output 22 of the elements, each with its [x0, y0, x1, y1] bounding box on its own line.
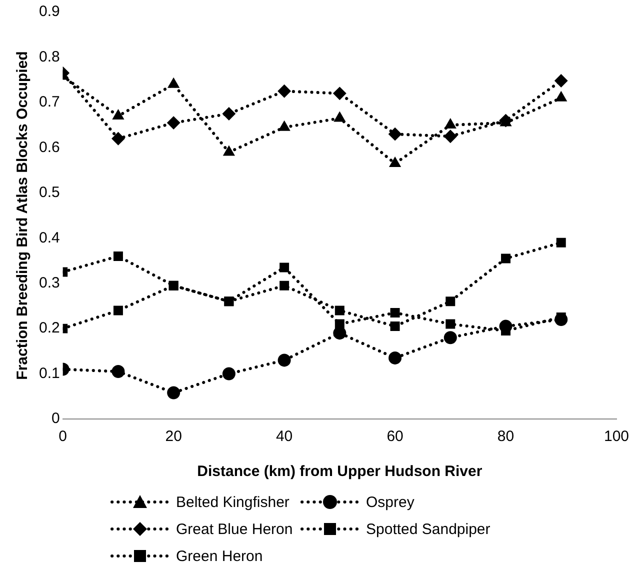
y-tick-label: 0.7 [38, 94, 60, 111]
x-tick-label: 100 [604, 428, 629, 446]
x-tick-label: 20 [165, 428, 182, 446]
legend-label: Great Blue Heron [176, 520, 293, 538]
y-tick-label: 0.5 [38, 184, 60, 202]
x-tick-label: 60 [386, 428, 404, 446]
legend-label: Green Heron [176, 548, 263, 564]
y-tick-label: 0.4 [38, 229, 60, 246]
y-tick-label: 0.1 [38, 364, 60, 382]
y-tick-label: 0 [52, 410, 60, 428]
legend-label: Osprey [366, 494, 414, 510]
y-tick-label: 0.9 [38, 3, 60, 20]
x-tick-label: 80 [497, 428, 514, 446]
x-tick-label: 40 [276, 428, 293, 446]
y-tick-label: 0.8 [38, 48, 60, 66]
legend-label: Spotted Sandpiper [366, 520, 490, 538]
y-tick-label: 0.6 [38, 138, 60, 156]
y-tick-label: 0.3 [38, 274, 60, 292]
y-axis-title: Fraction Breeding Bird Atlas Blocks Occupied [14, 51, 32, 380]
x-axis-title: Distance (km) from Upper Hudson River [197, 463, 482, 480]
legend-label: Belted Kingfisher [176, 494, 290, 510]
y-tick-label: 0.2 [38, 320, 60, 337]
